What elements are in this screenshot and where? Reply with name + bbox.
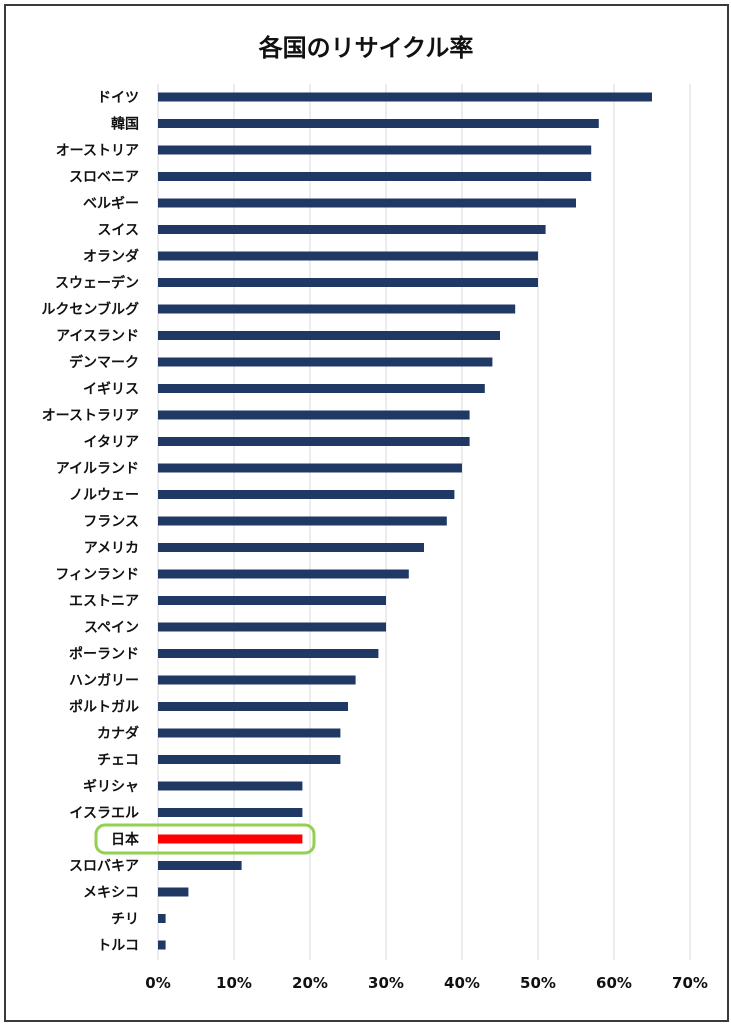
category-label: スロベニア: [69, 170, 139, 186]
category-label: イギリス: [83, 381, 139, 398]
bar: [158, 490, 455, 499]
bar: [158, 463, 462, 473]
bar: [158, 728, 341, 738]
bar: [158, 834, 303, 844]
category-label: トルコ: [97, 938, 139, 954]
bar: [158, 596, 386, 605]
bar: [158, 410, 470, 420]
category-label: スロバキア: [69, 859, 139, 875]
bar: [158, 516, 447, 526]
x-tick-label: 20%: [292, 974, 328, 992]
x-tick-label: 50%: [520, 974, 556, 992]
category-label: イスラエル: [69, 806, 139, 822]
bar: [158, 914, 166, 923]
category-label: アメリカ: [84, 541, 139, 557]
category-label: アイスランド: [56, 329, 139, 345]
bar: [158, 331, 500, 340]
category-label: ギリシャ: [83, 778, 139, 795]
x-tick-label: 40%: [444, 974, 480, 992]
category-label: ポルトガル: [69, 699, 139, 716]
category-label: 日本: [111, 831, 140, 848]
bar: [158, 92, 652, 102]
bar: [158, 622, 386, 632]
bar: [158, 569, 409, 579]
bar: [158, 649, 379, 658]
category-label: フランス: [83, 514, 139, 530]
x-tick-label: 60%: [596, 974, 632, 992]
bar: [158, 861, 242, 870]
bar: [158, 384, 485, 393]
japan-highlight-outline: [94, 823, 316, 855]
category-label: スウェーデン: [55, 275, 139, 292]
bar: [158, 251, 538, 261]
category-label: デンマーク: [69, 354, 139, 371]
bar: [158, 172, 592, 181]
bars: [94, 92, 652, 950]
bar: [158, 755, 341, 764]
category-label: ドイツ: [97, 90, 139, 106]
bar: [158, 437, 470, 446]
chart-title: 各国のリサイクル率: [258, 34, 474, 62]
category-label: スイス: [97, 223, 139, 239]
x-tick-label: 70%: [672, 974, 708, 992]
x-tick-label: 30%: [368, 974, 404, 992]
category-label: チリ: [111, 912, 139, 928]
bar: [158, 304, 516, 314]
category-label: メキシコ: [83, 885, 139, 901]
category-label: カナダ: [97, 725, 139, 742]
category-label: スペイン: [84, 620, 139, 636]
category-label: フィンランド: [55, 567, 139, 583]
bar: [158, 198, 576, 208]
category-label: オーストラリア: [42, 408, 139, 424]
x-tick-label: 10%: [216, 974, 252, 992]
category-label: オーストリア: [56, 143, 139, 159]
bar: [158, 887, 189, 897]
bar: [158, 145, 592, 155]
bar: [158, 543, 424, 552]
bar: [158, 357, 493, 367]
category-label: ポーランド: [69, 646, 139, 663]
category-label: 韓国: [111, 116, 139, 133]
category-label: ノルウェー: [69, 488, 139, 504]
bar: [158, 702, 348, 711]
category-label: オランダ: [83, 248, 139, 265]
category-label: チェコ: [97, 753, 139, 769]
category-label: ルクセンブルグ: [41, 301, 139, 318]
x-tick-label: 0%: [145, 974, 170, 992]
category-label: ベルギー: [83, 195, 139, 212]
category-label: ハンガリー: [69, 673, 139, 689]
x-axis-tick-labels: 0% 10% 20% 30% 40% 50% 60% 70%: [145, 974, 708, 992]
bar: [158, 225, 546, 234]
category-labels: ドイツ韓国オーストリアスロベニアベルギースイスオランダスウェーデンルクセンブルグ…: [41, 90, 140, 954]
category-label: エストニア: [69, 594, 139, 610]
bar: [158, 940, 166, 950]
bar: [158, 278, 538, 287]
category-label: アイルランド: [56, 461, 139, 477]
bar: [158, 675, 356, 685]
bar: [158, 119, 599, 128]
category-label: イタリア: [84, 435, 139, 451]
bar: [158, 781, 303, 791]
bar: [158, 808, 303, 817]
